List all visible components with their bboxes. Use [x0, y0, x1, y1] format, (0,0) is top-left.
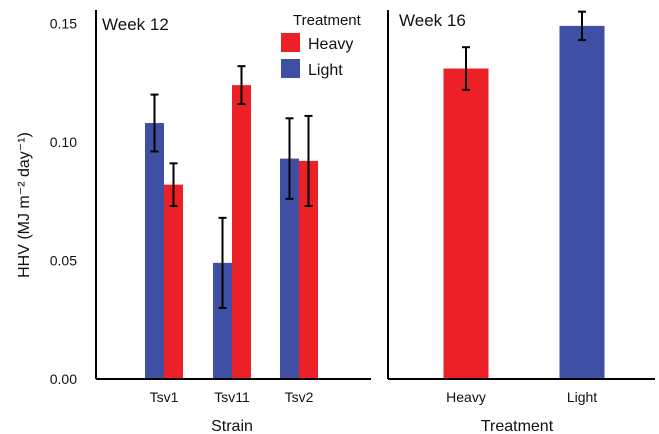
x-tick-label: Tsv1: [150, 389, 179, 405]
bar-heavy-tsv11: [232, 85, 251, 380]
bar-light-tsv11: [213, 262, 232, 379]
x-axis-label: Strain: [211, 418, 253, 434]
x-axis-label: Treatment: [481, 418, 554, 434]
week16-title: Week 16: [399, 11, 466, 30]
x-tick-label: Tsv11: [214, 389, 250, 405]
legend-label-light: Light: [308, 62, 343, 79]
bar-heavy-tsv2: [299, 160, 318, 379]
week12-panel: Week 12 0.00 0.05 0.10 0.15 HHV (MJ m⁻² day…: [16, 10, 371, 434]
week12-title: Week 12: [102, 15, 169, 34]
x-tick-labels: Heavy Light: [446, 389, 597, 405]
y-tick-label: 0.05: [50, 253, 77, 269]
y-tick-label: 0.10: [50, 134, 77, 150]
week12-bars: [145, 65, 318, 380]
legend-label-heavy: Heavy: [308, 36, 353, 53]
legend: Treatment Heavy Light: [281, 12, 362, 79]
legend-swatch-light: [281, 59, 300, 78]
legend-swatch-heavy: [281, 33, 300, 52]
y-axis-label: HHV (MJ m⁻² day⁻¹): [16, 132, 33, 278]
x-tick-labels: Tsv1 Tsv11 Tsv2: [150, 389, 314, 405]
x-tick-label: Light: [567, 389, 597, 405]
bar-heavy-tsv1: [164, 184, 183, 379]
y-tick-label: 0.00: [50, 371, 77, 387]
bar-heavy: [443, 68, 489, 379]
bar-light: [559, 25, 605, 380]
week16-bars: [443, 10, 605, 380]
week16-panel: Week 16 Heavy Light Treatment: [387, 10, 655, 434]
legend-title: Treatment: [293, 12, 362, 29]
x-tick-label: Heavy: [446, 389, 486, 405]
bar-light-tsv1: [145, 123, 164, 379]
y-tick-label: 0.15: [50, 16, 77, 32]
y-tick-labels: 0.00 0.05 0.10 0.15: [50, 16, 77, 388]
bar-light-tsv2: [280, 158, 299, 379]
x-tick-label: Tsv2: [285, 389, 314, 405]
